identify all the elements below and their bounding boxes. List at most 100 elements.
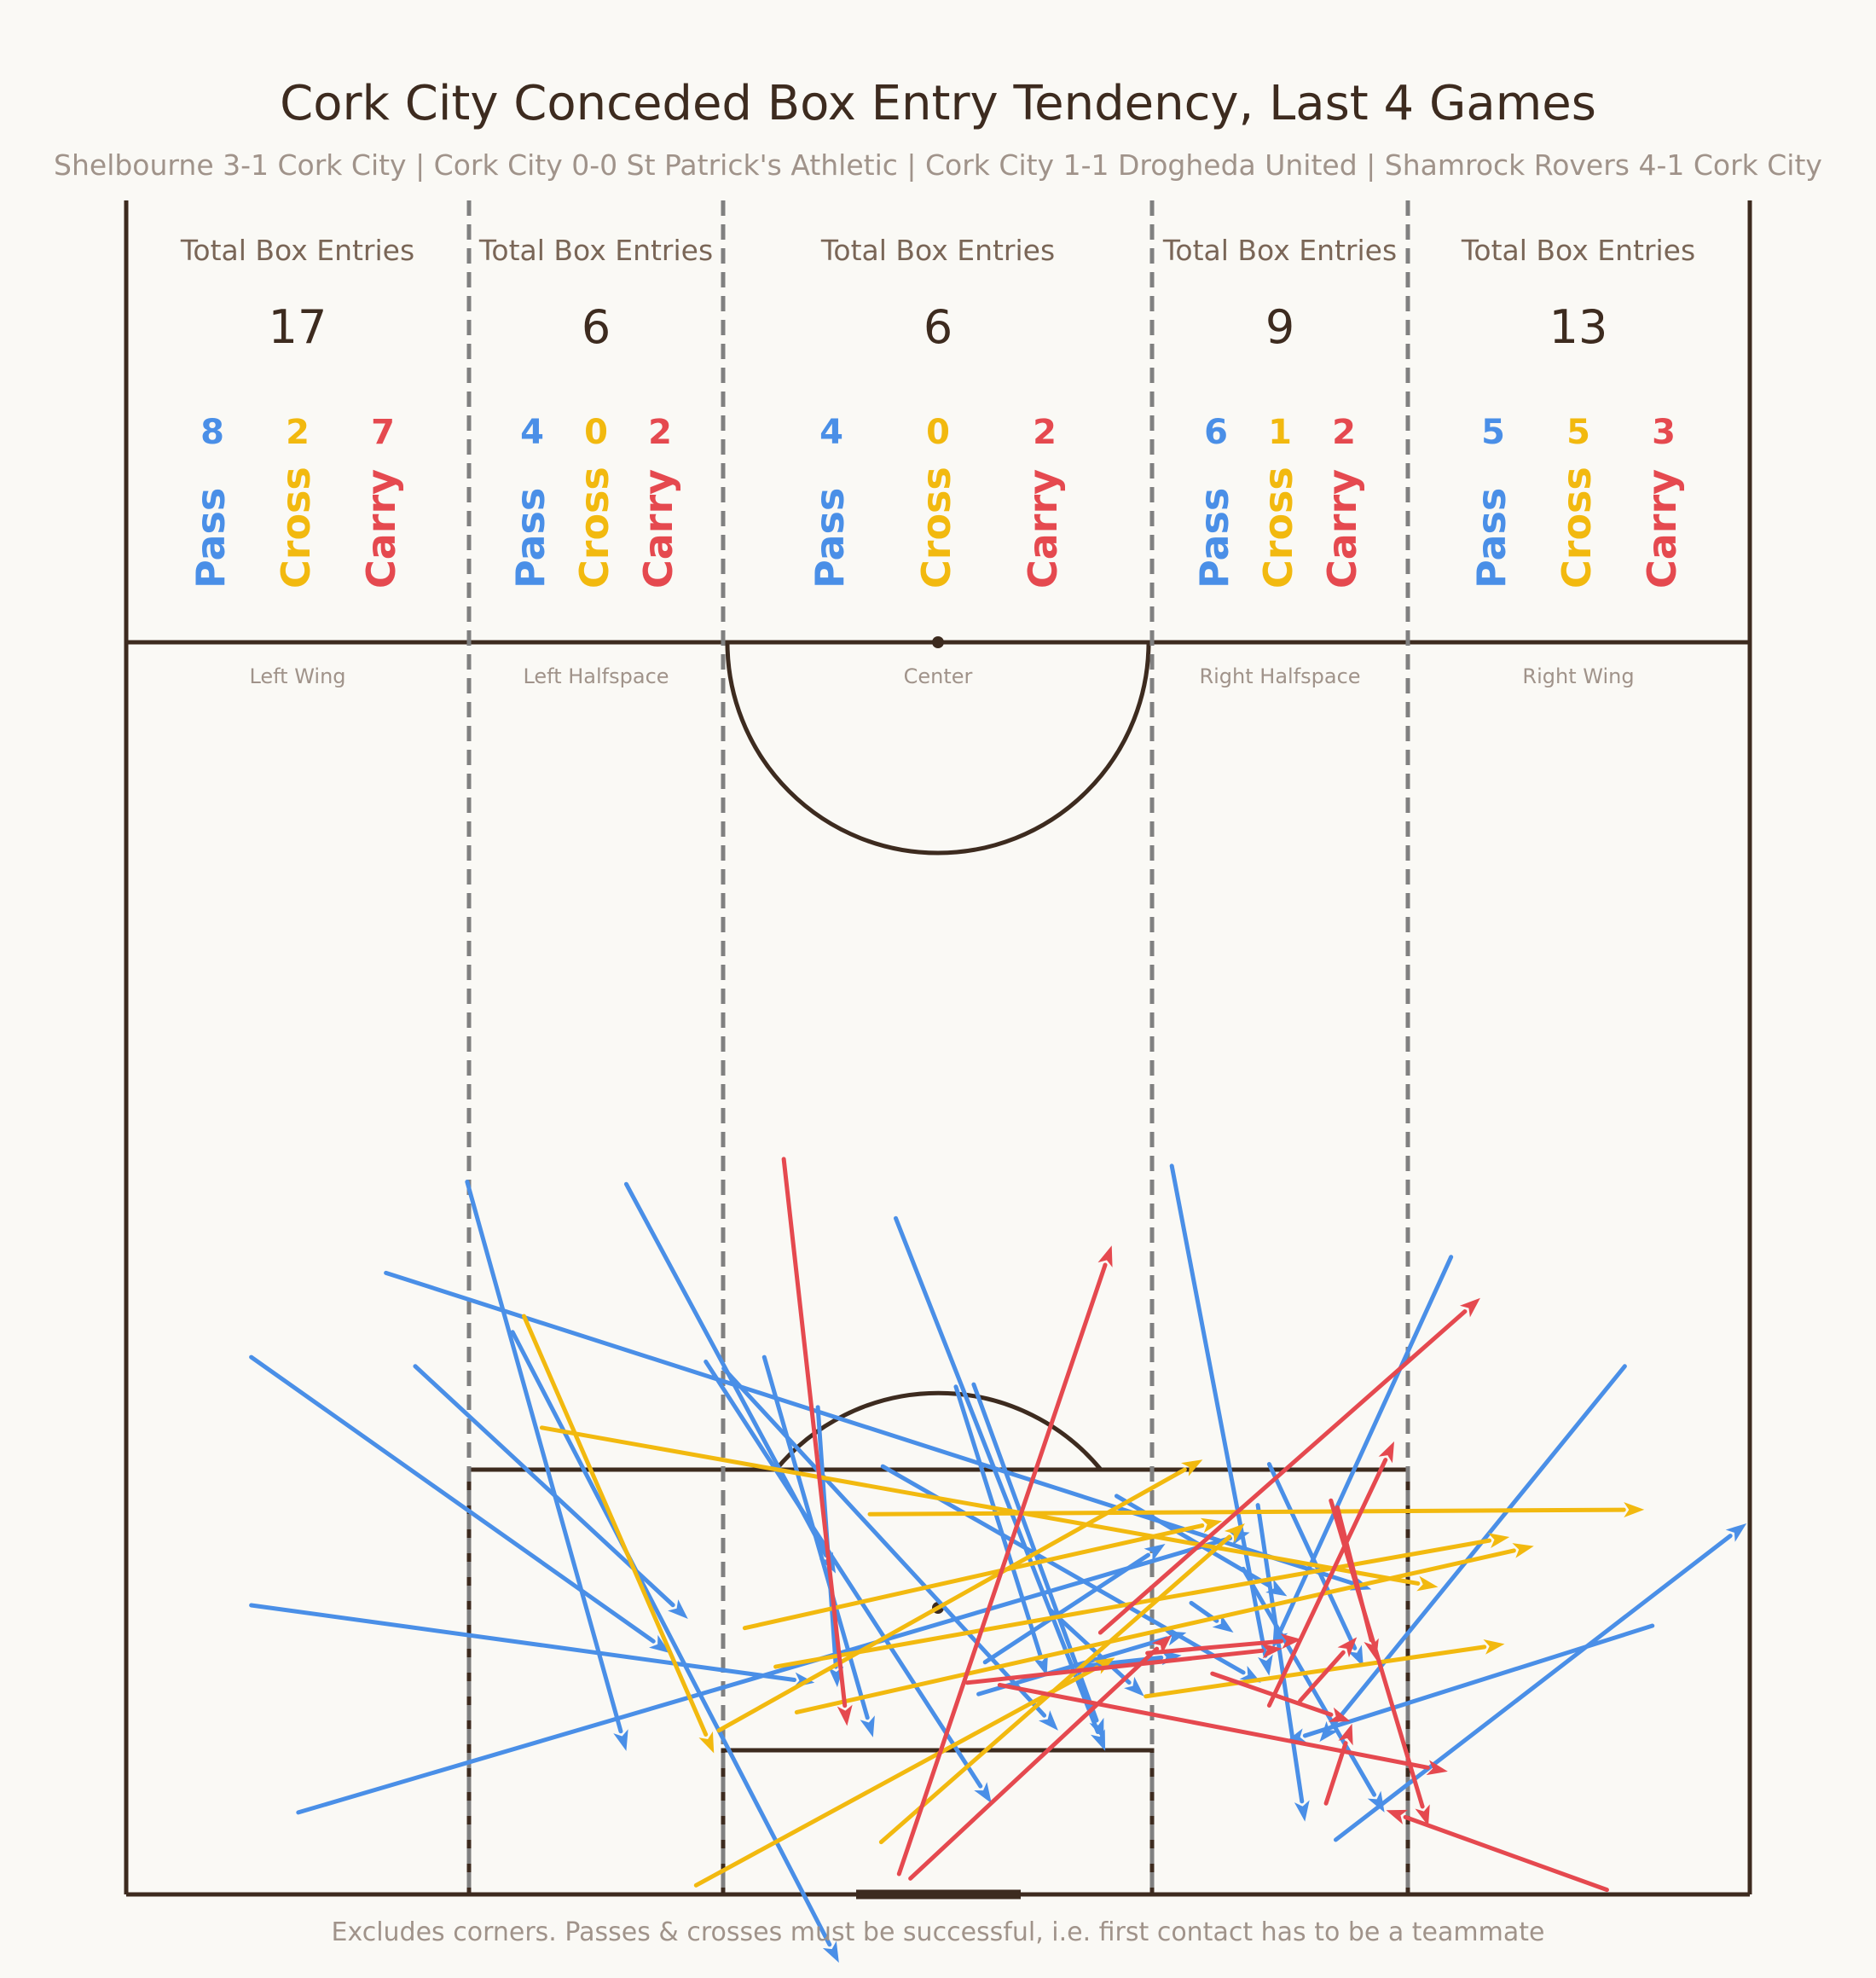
zone-count-pass: 4 [520, 413, 544, 452]
zone-name: Right Wing [1522, 664, 1634, 688]
entry-arrow-carry [1335, 1505, 1379, 1661]
zone-count-cross: 1 [1268, 413, 1292, 452]
arrow-shaft [1210, 1671, 1334, 1717]
zone-type-label-pass: Pass [507, 488, 553, 589]
arrow-head [1483, 1639, 1505, 1655]
zone-count-pass: 8 [200, 413, 224, 452]
zone-count-pass: 6 [1204, 413, 1228, 452]
zone-total: 6 [924, 300, 952, 354]
arrow-shaft [1335, 1505, 1374, 1643]
entry-arrow-carry [781, 1157, 853, 1726]
arrow-shaft [465, 1180, 623, 1734]
zone-type-label-carry: Carry [1319, 469, 1365, 589]
arrow-shaft [953, 1384, 1043, 1659]
arrow-head [1337, 1637, 1358, 1658]
entry-arrow-carry [1097, 1297, 1480, 1635]
arrow-shaft [997, 1682, 1430, 1770]
arrow-head [613, 1729, 628, 1751]
entry-arrow-cross [539, 1425, 1439, 1592]
zone-summary: Total Box Entries 17 8 Pass 2 Cross 7 Carry Left… [180, 234, 414, 688]
entry-arrow-carry [1298, 1637, 1358, 1703]
zone-count-cross: 2 [286, 413, 310, 452]
arrow-head [1033, 1654, 1048, 1676]
arrow-head [1328, 1707, 1351, 1722]
arrow-head [1512, 1543, 1534, 1558]
zone-type-label-pass: Pass [807, 488, 853, 589]
entry-arrow-pass [953, 1384, 1048, 1676]
arrow-shaft [521, 1314, 709, 1737]
arrow-shaft [1333, 1534, 1733, 1842]
arrow-shaft [1144, 1644, 1487, 1699]
arrow-shaft [781, 1157, 848, 1708]
arrow-head [837, 1704, 853, 1726]
arrow-head [1347, 1644, 1364, 1668]
arrow-head [1181, 1459, 1203, 1476]
entry-arrow-carry [997, 1682, 1448, 1776]
entry-arrow-carry [896, 1245, 1113, 1876]
arrow-head [1151, 1634, 1172, 1655]
arrow-shaft [878, 1534, 1232, 1845]
zone-type-label-cross: Cross [913, 467, 959, 589]
arrow-shaft [249, 1603, 797, 1683]
arrow-head [1459, 1297, 1480, 1318]
arrow-head [1319, 1720, 1339, 1743]
footnote: Excludes corners. Passes & crosses must … [332, 1917, 1545, 1947]
arrow-head [822, 1940, 839, 1963]
entry-arrow-pass [465, 1180, 628, 1751]
zone-header: Total Box Entries [1162, 234, 1397, 267]
arrow-shaft [794, 1548, 1516, 1714]
zone-name: Right Halfspace [1199, 664, 1360, 688]
arrow-head [1258, 1654, 1273, 1676]
arrow-head [1212, 1614, 1234, 1633]
entry-arrow-carry [1323, 1723, 1353, 1806]
arrow-shaft [1403, 1814, 1609, 1893]
zone-count-cross: 0 [584, 413, 608, 452]
arrow-shaft [693, 1665, 1099, 1888]
arrow-head [668, 1599, 688, 1620]
zone-type-label-pass: Pass [1191, 488, 1237, 589]
arrow-head [698, 1731, 715, 1754]
chart-title: Cork City Conceded Box Entry Tendency, L… [280, 76, 1596, 131]
zone-count-carry: 2 [1033, 413, 1057, 452]
arrow-head [1364, 1638, 1379, 1661]
arrow-shaft [1302, 1623, 1655, 1738]
arrow-shaft [539, 1425, 1421, 1586]
entry-arrow-cross [742, 1517, 1223, 1631]
entry-arrow-carry [1266, 1441, 1395, 1708]
arrow-shaft [1266, 1462, 1358, 1650]
entry-arrow-cross [1144, 1639, 1505, 1699]
zone-name: Center [904, 664, 973, 688]
zone-header: Total Box Entries [820, 234, 1055, 267]
entry-arrow-pass [1169, 1163, 1273, 1676]
zone-name: Left Halfspace [523, 664, 669, 688]
zone-count-carry: 7 [371, 413, 395, 452]
arrow-head [1124, 1676, 1144, 1697]
arrow-head [1624, 1502, 1645, 1518]
arrow-shaft [296, 1535, 1233, 1815]
zone-type-label-pass: Pass [188, 488, 234, 589]
entry-arrow-pass [704, 1359, 992, 1804]
entry-arrow-cross [521, 1314, 715, 1754]
arrow-shaft [1169, 1163, 1268, 1658]
zone-count-cross: 5 [1566, 413, 1590, 452]
entry-arrow-carry [964, 1643, 1283, 1685]
arrow-shaft [867, 1507, 1626, 1517]
arrow-head [1089, 1717, 1104, 1740]
zone-count-cross: 0 [926, 413, 950, 452]
center-spot [932, 636, 944, 648]
zone-type-label-cross: Cross [1554, 467, 1600, 589]
arrow-shaft [908, 1646, 1160, 1881]
zone-count-pass: 4 [819, 413, 843, 452]
arrow-head [1386, 1809, 1409, 1824]
chart-subtitle: Shelbourne 3-1 Cork City | Cork City 0-0… [54, 148, 1822, 182]
arrow-head [1280, 1633, 1302, 1650]
entry-arrow-cross [794, 1543, 1534, 1714]
entry-arrow-pass [1333, 1523, 1747, 1842]
arrow-head [1415, 1804, 1430, 1826]
zone-type-label-pass: Pass [1468, 488, 1514, 589]
zone-summary: Total Box Entries 6 4 Pass 0 Cross 2 Carry Left … [478, 234, 713, 688]
arrow-head [1488, 1533, 1510, 1548]
zone-type-label-carry: Carry [358, 469, 404, 589]
